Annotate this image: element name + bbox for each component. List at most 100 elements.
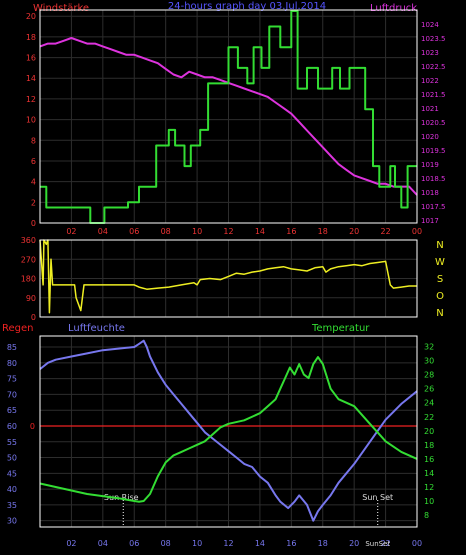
temperature-tick-label: 10 [424, 497, 434, 506]
pressure-tick-label: 1024 [421, 21, 439, 29]
x-tick-label: 08 [161, 539, 171, 548]
temperature-axis: 8 10 12 14 16 18 20 22 24 26 28 30 32 [424, 343, 434, 521]
pressure-title: Luftdruck [370, 3, 417, 14]
panel3-x-axis: 02 04 06 08 10 12 14 16 18 20 22 00 SunSet [66, 539, 422, 548]
x-tick-label: 06 [129, 539, 139, 548]
sun-annotation-label: Sun Rise [104, 493, 139, 502]
compass-label: S [437, 274, 443, 285]
temperature-tick-label: 20 [424, 427, 434, 436]
temperature-tick-label: 8 [424, 511, 429, 520]
panel3-frame [39, 335, 418, 528]
wind-speed-tick-label: 2 [31, 198, 36, 207]
compass-label: N [436, 308, 443, 319]
panel1-x-axis: 02 04 06 08 10 12 14 16 18 20 22 00 [66, 227, 422, 236]
sun-annotations: Sun Rise Sun Set [104, 493, 393, 527]
pressure-tick-label: 1023.5 [421, 35, 446, 43]
sunset-tick-label: SunSet [365, 540, 390, 548]
wind-speed-tick-label: 18 [26, 33, 36, 42]
temperature-tick-label: 30 [424, 357, 434, 366]
x-tick-label: 02 [66, 227, 76, 236]
wind-speed-tick-label: 14 [26, 74, 36, 83]
panel2-series [39, 239, 417, 314]
wind-speed-tick-label: 6 [31, 157, 36, 166]
direction-tick-label: 0 [31, 313, 36, 322]
rain-title: Regen [2, 323, 34, 334]
temperature-tick-label: 16 [424, 455, 434, 464]
wind-speed-tick-label: 0 [31, 219, 36, 228]
x-tick-label: 04 [98, 539, 108, 548]
humidity-tick-label: 30 [7, 517, 17, 526]
wind-speed-axis: 0 2 4 6 8 10 12 14 16 18 20 [26, 12, 36, 228]
x-tick-label: 20 [349, 227, 359, 236]
x-tick-label: 12 [223, 227, 233, 236]
wind-speed-title: Windstärke [33, 3, 89, 14]
chart-title: 24-hours graph day 03.Jul.2014 [168, 1, 326, 12]
humidity-line [39, 339, 418, 522]
temperature-tick-label: 22 [424, 413, 434, 422]
direction-tick-label: 90 [26, 294, 36, 303]
x-tick-label: 16 [286, 539, 296, 548]
wind-speed-tick-label: 20 [26, 12, 36, 21]
direction-tick-label: 360 [21, 236, 36, 245]
pressure-tick-label: 1023 [421, 49, 439, 57]
panel1-series [39, 10, 418, 224]
x-tick-label: 22 [380, 539, 390, 548]
pressure-tick-label: 1018 [421, 189, 439, 197]
panel2-frame [39, 239, 418, 318]
x-tick-label: 14 [255, 227, 265, 236]
wind-speed-tick-label: 16 [26, 54, 36, 63]
x-tick-label: 12 [223, 539, 233, 548]
x-tick-label: 10 [192, 539, 202, 548]
pressure-tick-label: 1022.5 [421, 63, 446, 71]
humidity-tick-label: 75 [7, 375, 17, 384]
pressure-tick-label: 1019.5 [421, 147, 446, 155]
x-tick-label: 18 [318, 227, 328, 236]
pressure-tick-label: 1018.5 [421, 175, 446, 183]
humidity-tick-label: 35 [7, 501, 17, 510]
humidity-tick-label: 85 [7, 343, 17, 352]
direction-tick-label: 270 [21, 255, 36, 264]
pressure-axis: 1017 1017.5 1018 1018.5 1019 1019.5 1020 1020.5… [421, 21, 446, 225]
x-tick-label: 18 [318, 539, 328, 548]
compass-label: W [435, 257, 445, 268]
x-tick-label: 08 [161, 227, 171, 236]
humidity-tick-label: 80 [7, 359, 17, 368]
pressure-tick-label: 1017 [421, 217, 439, 225]
x-tick-label: 06 [129, 227, 139, 236]
x-tick-label: 16 [286, 227, 296, 236]
humidity-tick-label: 70 [7, 390, 17, 399]
compass-label: O [436, 291, 444, 302]
wind-speed-tick-label: 10 [26, 116, 36, 125]
x-tick-label: 14 [255, 539, 265, 548]
x-tick-label: 02 [66, 539, 76, 548]
x-tick-label: 20 [349, 539, 359, 548]
wind-direction-line [39, 239, 417, 314]
wind-speed-tick-label: 4 [31, 178, 36, 187]
direction-axis: 360 270 180 90 0 [21, 236, 36, 322]
pressure-tick-label: 1021 [421, 105, 439, 113]
pressure-tick-label: 1019 [421, 161, 439, 169]
panel1-frame [39, 9, 418, 224]
humidity-tick-label: 65 [7, 406, 17, 415]
pressure-tick-label: 1020 [421, 133, 439, 141]
wind-speed-tick-label: 8 [31, 136, 36, 145]
rain-zero-label: 0 [30, 422, 35, 431]
temperature-tick-label: 12 [424, 483, 434, 492]
x-tick-label: 22 [380, 227, 390, 236]
wind-speed-line [40, 10, 417, 224]
pressure-tick-label: 1020.5 [421, 119, 446, 127]
pressure-tick-label: 1017.5 [421, 203, 446, 211]
pressure-tick-label: 1022 [421, 77, 439, 85]
temperature-tick-label: 26 [424, 385, 434, 394]
temperature-title: Temperatur [311, 323, 370, 334]
humidity-tick-label: 60 [7, 422, 17, 431]
sun-annotation-label: Sun Set [362, 493, 393, 502]
humidity-axis: 30 35 40 45 50 55 60 65 70 75 80 85 0 [7, 343, 35, 526]
humidity-tick-label: 40 [7, 485, 17, 494]
pressure-tick-label: 1021.5 [421, 91, 446, 99]
temperature-tick-label: 32 [424, 343, 434, 352]
humidity-tick-label: 50 [7, 454, 17, 463]
